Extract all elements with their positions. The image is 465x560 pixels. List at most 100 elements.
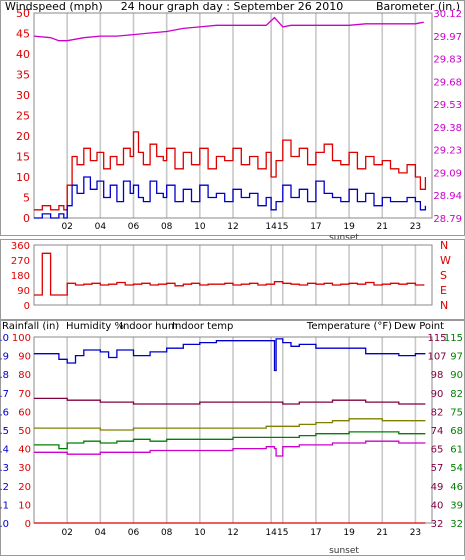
sunset-label-1: sunset: [329, 233, 359, 243]
x-tick-label: 17: [310, 222, 321, 232]
rainfall-tick-label: 0.9: [0, 352, 9, 363]
rainfall-tick-label: 0.3: [0, 463, 9, 474]
series-indoor_hum: [34, 418, 426, 431]
barometer-tick-label: 29.38: [433, 123, 462, 134]
series-gust: [34, 131, 427, 211]
barometer-tick-label: 29.23: [433, 146, 462, 157]
temperature-tick-label: 39: [450, 500, 463, 511]
windspeed-axis-title: Windspeed (mph): [5, 0, 103, 13]
windspeed-tick-label: 40: [16, 48, 30, 61]
series-barometer: [33, 16, 424, 42]
temperature-tick-label: 32: [450, 519, 463, 530]
barometer-tick-label: 29.97: [433, 32, 462, 43]
x-tick-label: 19: [343, 528, 355, 538]
temperature-tick-label: 82: [450, 389, 463, 400]
windspeed-tick-label: 30: [16, 89, 30, 102]
indoor-hum-axis-title: Indoor hum: [120, 321, 178, 332]
humidity-tick-label: 50: [18, 426, 31, 437]
barometer-tick-label: 29.68: [433, 77, 462, 88]
x-tick-label: 23: [410, 222, 421, 232]
x-tick-label: 08: [161, 222, 173, 232]
temperature-tick-label: 90: [450, 370, 463, 381]
temperature-tick-label: 97: [450, 352, 463, 363]
temperature-tick-label: 61: [450, 445, 463, 456]
rainfall-tick-label: 0.0: [0, 519, 9, 530]
barometer-tick-label: 29.53: [433, 100, 462, 111]
barometer-tick-label: 28.94: [433, 191, 462, 202]
temperature-tick-label: 115: [444, 333, 463, 344]
temperature-tick-label: 75: [450, 407, 463, 418]
indoor-temp-tick-label: 115: [427, 333, 446, 344]
windspeed-tick-label: 25: [16, 110, 30, 123]
x-tick-label: 23: [410, 528, 421, 538]
compass-label: E: [440, 284, 447, 297]
series-direction: [34, 252, 425, 296]
humidity-tick-label: 100: [12, 333, 31, 344]
indoor-temp-tick-label: 90: [431, 389, 444, 400]
windspeed-tick-label: 0: [23, 212, 30, 225]
humidity-tick-label: 40: [18, 445, 31, 456]
humidity-tick-label: 70: [18, 389, 31, 400]
time-ticks-1: 02 04 06 08 10 12 14 15 17 19 21 23: [61, 222, 421, 232]
x-tick-label: 02: [61, 528, 72, 538]
time-ticks-3: 02 04 06 08 10 12 14 15 17 19 21 23: [61, 528, 421, 538]
rainfall-tick-label: 0.6: [0, 407, 9, 418]
series-dew_point: [34, 440, 426, 457]
dew-point-axis-title: Dew Point: [394, 321, 444, 332]
barometer-tick-label: 29.83: [433, 55, 462, 66]
humidity-tick-label: 30: [18, 463, 31, 474]
direction-tick-label: 360: [11, 241, 30, 252]
x-tick-label: 04: [95, 528, 107, 538]
windspeed-tick-label: 5: [23, 192, 30, 205]
indoor-temp-tick-label: 74: [431, 426, 444, 437]
windspeed-tick-label: 35: [16, 69, 30, 82]
x-tick-label: 12: [227, 222, 238, 232]
indoor-temp-tick-label: 32: [431, 519, 444, 530]
humidity-tick-label: 0: [25, 519, 31, 530]
direction-ticks: 0 90 180 270 360: [11, 241, 30, 312]
windspeed-tick-label: 10: [16, 171, 30, 184]
indoor-temp-tick-label: 40: [431, 500, 444, 511]
temperature-tick-label: 54: [450, 463, 463, 474]
windspeed-tick-label: 45: [16, 28, 30, 41]
windspeed-tick-label: 20: [16, 130, 30, 143]
series-windspeed: [34, 176, 427, 219]
series-temperature: [34, 431, 426, 450]
rainfall-tick-label: 0.4: [0, 445, 9, 456]
rainfall-tick-label: 0.1: [0, 500, 9, 511]
x-tick-label: 19: [343, 222, 355, 232]
windspeed-tick-label: 50: [16, 7, 30, 20]
x-tick-label: 12: [227, 528, 238, 538]
direction-tick-label: 270: [11, 256, 30, 267]
rainfall-tick-label: 0.5: [0, 426, 9, 437]
barometer-ticks: 28.79 28.94 29.09 29.23 29.38 29.53 29.68 29.83…: [433, 9, 462, 225]
graph-title: 24 hour graph day : September 26 2010: [121, 0, 344, 13]
compass-label: S: [440, 269, 447, 282]
x-tick-label: 10: [194, 222, 206, 232]
x-tick-label: 15: [277, 222, 288, 232]
x-tick-label: 21: [377, 222, 388, 232]
rainfall-axis-title: Rainfall (in): [2, 321, 59, 332]
humidity-tick-label: 20: [18, 482, 31, 493]
rainfall-tick-label: 1.0: [0, 333, 9, 344]
plot-frame-1: [33, 12, 433, 219]
rainfall-tick-label: 0.2: [0, 482, 9, 493]
direction-tick-label: 180: [11, 271, 30, 282]
x-tick-label: 17: [310, 528, 321, 538]
barometer-tick-label: 30.12: [433, 9, 462, 20]
indoor-temp-axis-title: Indoor temp: [172, 321, 233, 332]
indoor-temp-tick-label: 65: [431, 445, 444, 456]
humidity-temp-ticks: 0.0 0 32 32 0.1 10 40 39 0.2 20 49 46 0.3 30 57 54 0.4 40…: [0, 333, 463, 530]
rainfall-tick-label: 0.7: [0, 389, 9, 400]
x-tick-label: 15: [277, 528, 288, 538]
x-tick-label: 10: [194, 528, 206, 538]
windspeed-tick-label: 15: [16, 151, 30, 164]
indoor-temp-tick-label: 49: [431, 482, 444, 493]
sunset-label-3: sunset: [329, 546, 359, 556]
x-tick-label: 06: [128, 222, 140, 232]
temperature-tick-label: 46: [450, 482, 463, 493]
compass-label: W: [440, 254, 451, 267]
humidity-tick-label: 90: [18, 352, 31, 363]
